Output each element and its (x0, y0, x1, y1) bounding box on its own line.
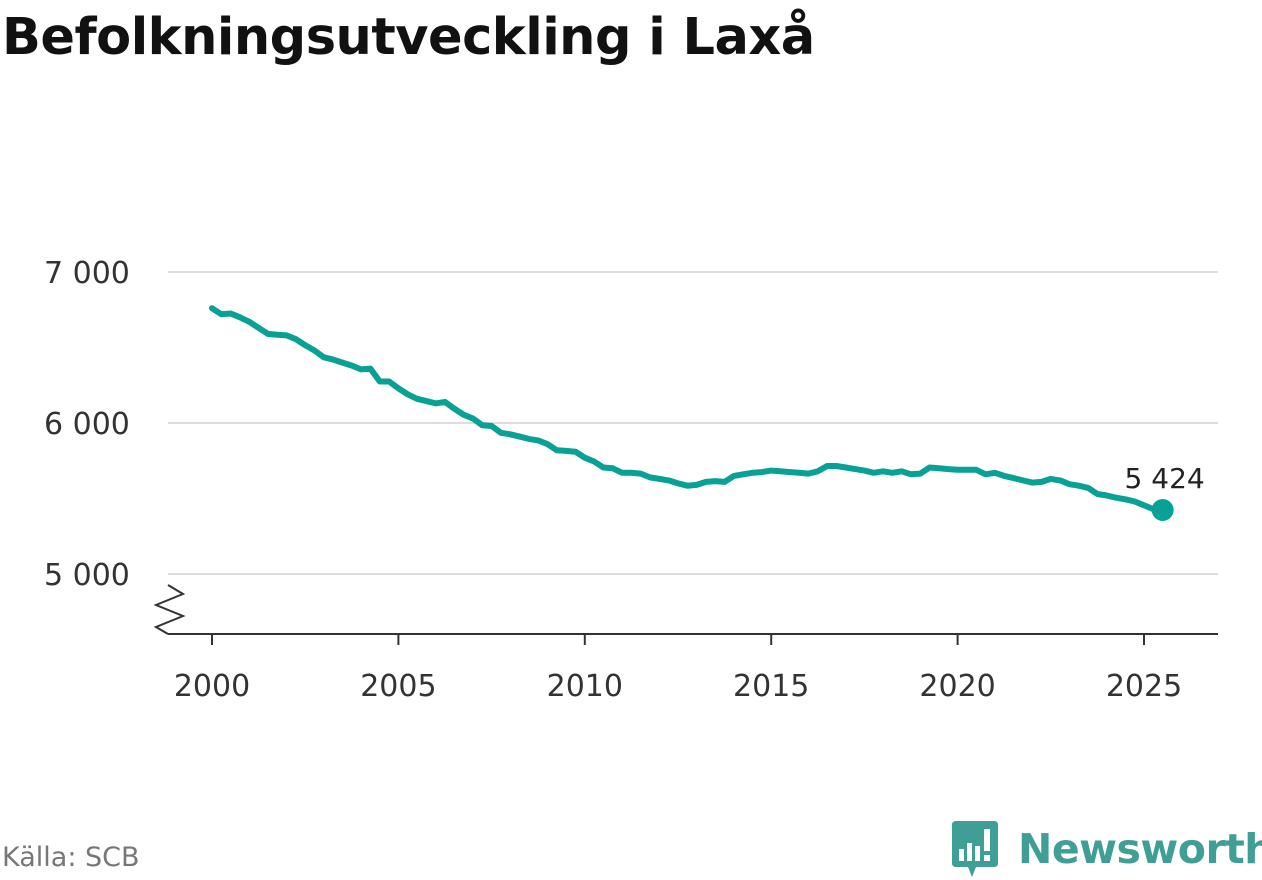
gridlines (168, 271, 1218, 575)
chart-title: Befolkningsutveckling i Laxå (2, 8, 815, 67)
x-tick-label: 2015 (733, 669, 809, 704)
y-axis-break-icon (153, 584, 186, 635)
x-tick-label: 2025 (1106, 669, 1182, 704)
x-tick-label: 2020 (919, 669, 995, 704)
brand-logo: Newsworthy (950, 818, 1262, 880)
x-tick-label: 2005 (360, 669, 436, 704)
end-value-label: 5 424 (1125, 462, 1205, 495)
series-line (209, 305, 1166, 513)
y-tick-label: 6 000 (44, 407, 130, 442)
y-axis: 5 000 6 000 7 000 (44, 256, 186, 635)
brand-name: Newsworthy (1018, 825, 1262, 873)
series: 5 424 (209, 305, 1205, 521)
end-point-marker (1151, 498, 1174, 521)
y-tick-label: 7 000 (44, 256, 130, 291)
x-tick-label: 2010 (547, 669, 623, 704)
newsworthy-logo-icon (952, 821, 998, 877)
y-tick-label: 5 000 (44, 558, 130, 593)
source-note: Källa: SCB (2, 842, 140, 873)
x-tick-label: 2000 (174, 669, 250, 704)
x-axis: 2000 2005 2010 2015 2020 2025 (168, 633, 1218, 704)
